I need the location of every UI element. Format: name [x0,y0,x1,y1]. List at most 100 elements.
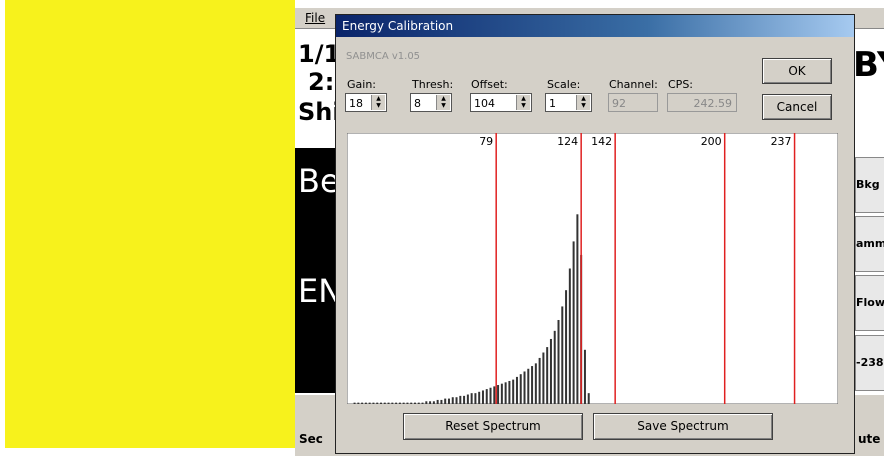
toolbar-button[interactable]: Sec [299,432,323,446]
marker-label: 79 [479,135,493,148]
spectrum-bar [505,382,507,404]
yellow-area [5,0,295,448]
spectrum-bar [486,389,488,404]
field-label: CPS: [668,78,693,91]
spectrum-bar [380,403,382,404]
spectrum-bar [365,403,367,404]
spectrum-bar [369,403,371,404]
spectrum-bar [403,403,405,404]
gain-input[interactable]: 18▲▼ [345,93,387,112]
spectrum-bar [459,396,461,404]
thresh-input[interactable]: 8 ▲▼ [410,93,452,112]
spectrum-bar [463,396,465,404]
dialog-title: Energy Calibration [342,19,453,33]
spectrum-bar [493,386,495,404]
spectrum-bar [361,403,363,404]
spectrum-bar [357,403,359,404]
spectrum-bar [448,399,450,404]
field-label: Scale: [547,78,580,91]
spectrum-bar [520,374,522,404]
save-button[interactable]: Save Spectrum [593,413,773,440]
marker-label: 124 [557,135,578,148]
spectrum-bar [535,363,537,404]
field-value: 8 [414,97,421,110]
spectrum-bar [391,403,393,404]
side-button[interactable]: -238 [855,335,884,391]
marker-label: 142 [591,135,612,148]
spectrum-bar [554,331,556,404]
marker-label: 200 [701,135,722,148]
spinner[interactable]: ▲▼ [576,95,590,110]
spectrum-bar [471,393,473,404]
spectrum-bar [474,393,476,404]
spectrum-bar [388,403,390,404]
spectrum-bar [395,403,397,404]
spectrum-bar [425,401,427,404]
spectrum-bar [418,403,420,404]
spectrum-bar [429,401,431,404]
field-label: Channel: [609,78,658,91]
field-value: 104 [474,97,495,110]
spectrum-bar [384,403,386,404]
spectrum-bar [406,403,408,404]
spinner[interactable]: ▲▼ [436,95,450,110]
spectrum-bar [558,320,560,404]
spectrum-bar [399,403,401,404]
field-label: Offset: [471,78,508,91]
bg-text: 1/1 [298,40,340,68]
spectrum-bar [376,403,378,404]
spectrum-bar [456,397,458,404]
bg-text: BY [853,45,884,85]
spectrum-bar [467,395,469,404]
field-value: 92 [612,97,626,110]
spinner[interactable]: ▲▼ [371,95,385,110]
spectrum-bar [569,269,571,405]
field-value: 242.59 [694,97,733,110]
spectrum-bar [550,339,552,404]
spectrum-bar [531,366,533,404]
spectrum-bar [501,384,503,404]
marker-label: 237 [771,135,792,148]
spectrum-bar [497,385,499,404]
spectrum-bar [452,397,454,404]
ok-button[interactable]: OK [762,58,832,84]
spectrum-bar [444,399,446,404]
version-text: SABMCA v1.05 [346,51,420,62]
spectrum-bar [512,380,514,404]
spectrum-bar [539,358,541,404]
menu-file[interactable]: File [305,11,325,25]
spectrum-bar [573,241,575,404]
spectrum-bar [546,347,548,404]
spectrum-bar [584,350,586,404]
spectrum-bar [516,377,518,404]
cps-input: 242.59 [667,93,737,112]
spectrum-bar [440,400,442,404]
scale-input[interactable]: 1▲▼ [545,93,592,112]
spectrum-bar [508,381,510,404]
reset-button[interactable]: Reset Spectrum [403,413,583,440]
side-button[interactable]: Bkg [855,157,884,213]
side-button[interactable]: Flow [855,275,884,331]
field-label: Gain: [347,78,376,91]
spectrum-bar [490,388,492,404]
channel-input: 92 [608,93,658,112]
side-button[interactable]: amma [855,216,884,272]
spinner[interactable]: ▲▼ [516,95,530,110]
cancel-button[interactable]: Cancel [762,94,832,120]
spectrum-bar [410,403,412,404]
spectrum-plot: 79 124 142 200 237 [347,133,838,404]
toolbar-button[interactable]: ute [858,432,880,446]
spectrum-bar [527,369,529,404]
screen: File 1/1 2: Shi Be EN BY Bkg amma Flow -… [0,0,884,456]
spectrum-bar [576,214,578,404]
bg-text: 2: [308,68,334,96]
offset-input[interactable]: 104 ▲▼ [470,93,532,112]
spectrum-bar [561,306,563,404]
spectrum-bar [482,390,484,404]
spectrum-bar [372,403,374,404]
spectrum-bar [414,403,416,404]
spectrum-bar [565,290,567,404]
spectrum-bar [588,393,590,404]
plot-area [347,133,838,404]
spectrum-bar [422,403,424,404]
